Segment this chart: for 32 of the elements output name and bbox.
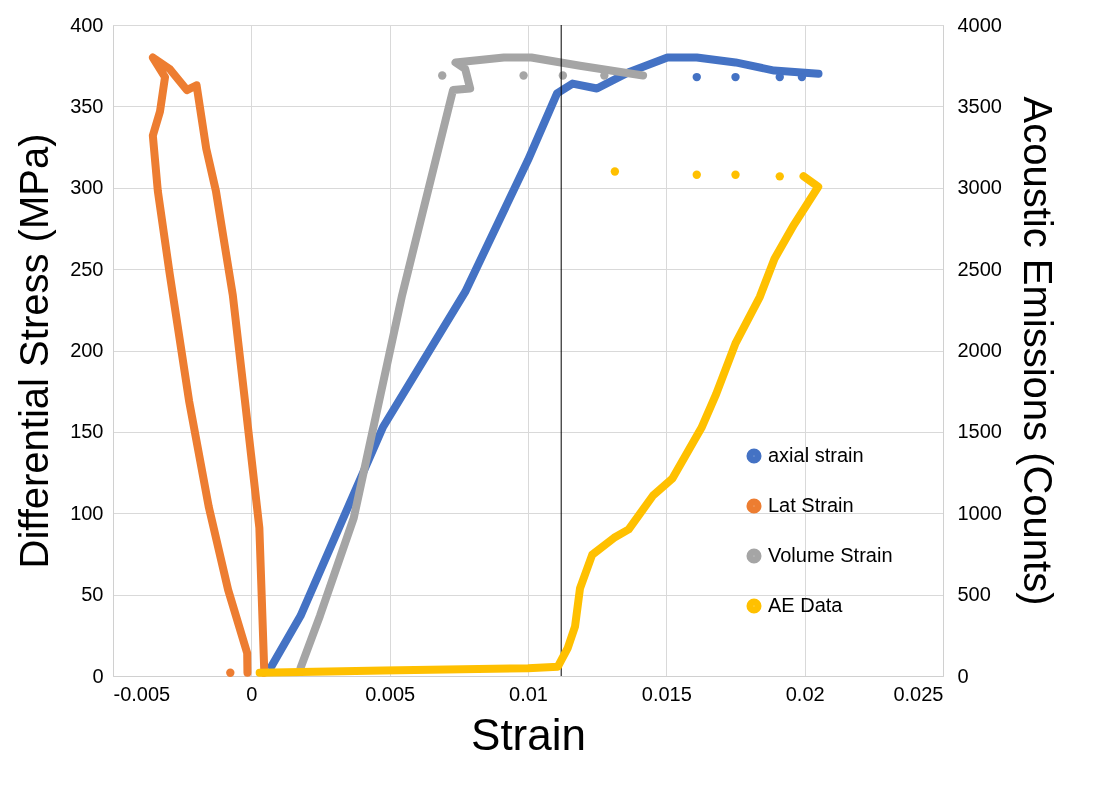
x-tick-label: -0.005	[113, 682, 171, 705]
y-tick-label: 400	[70, 13, 104, 36]
x-tick-label: 0.005	[365, 682, 416, 705]
y2-tick-label: 2000	[957, 339, 1002, 361]
x-tick-label: 0.01	[509, 682, 548, 705]
y2-tick-label: 500	[957, 583, 991, 606]
legend-label: Lat Strain	[768, 494, 854, 516]
y-axis-title: Differential Stress (MPa)	[12, 133, 57, 569]
y2-tick-label: 0	[957, 664, 969, 687]
legend-label: Volume Strain	[768, 544, 893, 566]
y-tick-label: 350	[70, 94, 104, 117]
x-tick-label: 0.02	[785, 682, 825, 705]
y-tick-label: 200	[70, 339, 104, 361]
y2-axis-title: Acoustic Emissions (Counts)	[1015, 96, 1060, 606]
y2-tick-label: 3500	[957, 94, 1002, 117]
legend-label: AE Data	[768, 594, 844, 616]
y2-tick-label: 1000	[957, 501, 1002, 524]
y-tick-label: 300	[70, 176, 104, 199]
y2-tick-label: 1500	[957, 420, 1002, 443]
x-tick-label: 0.015	[641, 682, 692, 705]
y-tick-label: 0	[92, 664, 104, 687]
x-tick-label: 0.025	[893, 682, 944, 705]
x-tick-label: 0	[246, 682, 258, 705]
legend-label: axial strain	[768, 444, 864, 466]
y-tick-label: 100	[70, 501, 104, 524]
y2-tick-label: 3000	[957, 176, 1002, 199]
y-tick-label: 50	[81, 583, 104, 606]
y-tick-label: 150	[70, 420, 104, 443]
x-axis-title: Strain	[471, 709, 586, 759]
y2-tick-label: 4000	[957, 13, 1002, 36]
y2-tick-label: 2500	[957, 257, 1002, 280]
y-tick-label: 250	[70, 257, 104, 280]
